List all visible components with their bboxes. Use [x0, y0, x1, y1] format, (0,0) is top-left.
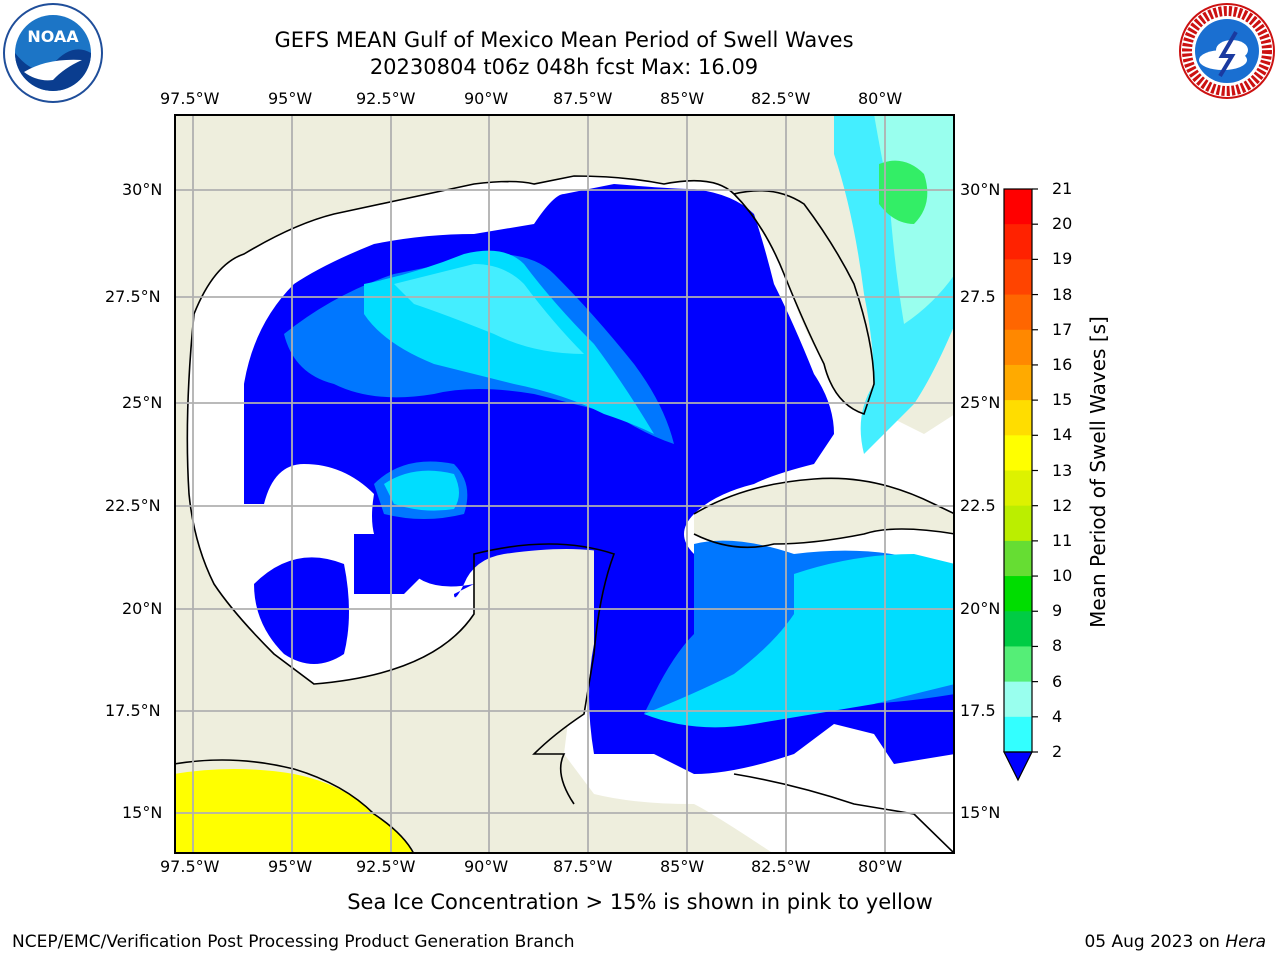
colorbar	[1003, 188, 1038, 782]
colorbar-tick-label: 16	[1052, 354, 1073, 374]
lat-label-left: 22.5°N	[105, 496, 161, 515]
colorbar-tick-label: 9	[1052, 601, 1063, 621]
colorbar-band	[1004, 294, 1032, 331]
colorbar-tick-label: 6	[1052, 671, 1063, 691]
colorbar-band	[1004, 400, 1032, 436]
colorbar-band	[1004, 611, 1032, 647]
lat-label-right: 15°N	[960, 803, 1001, 822]
colorbar-tick-label: 15	[1052, 390, 1073, 410]
noaa-logo: NOAA	[3, 3, 103, 103]
colorbar-band	[1004, 364, 1032, 401]
lat-label-right: 27.5	[960, 287, 996, 306]
footer-date: 05 Aug 2023 on Hera	[1084, 932, 1266, 952]
lon-label-top: 97.5°W	[160, 89, 220, 108]
colorbar-tick-label: 8	[1052, 636, 1063, 656]
colorbar-band	[1004, 681, 1032, 718]
colorbar-label: Mean Period of Swell Waves [s]	[1086, 316, 1110, 628]
colorbar-tick-label: 17	[1052, 319, 1073, 339]
lat-label-right: 20°N	[960, 599, 1001, 618]
lon-label-top: 90°W	[464, 89, 509, 108]
cuba-land	[694, 478, 955, 548]
colorbar-tick-label: 14	[1052, 425, 1073, 445]
lat-label-left: 17.5°N	[105, 701, 161, 720]
noaa-logo-text: NOAA	[27, 27, 79, 46]
swell-band-6-8-c	[644, 554, 955, 728]
footer-host: Hera	[1225, 932, 1266, 952]
colorbar-band	[1004, 329, 1032, 366]
lat-label-right: 25°N	[960, 393, 1001, 412]
colorbar-extend-arrow	[1003, 751, 1033, 782]
lon-label-bottom: 95°W	[268, 857, 313, 876]
map-frame	[174, 114, 955, 854]
colorbar-band	[1004, 224, 1032, 260]
lon-label-bottom: 97.5°W	[160, 857, 220, 876]
colorbar-tick-label: 10	[1052, 566, 1073, 586]
yucatan-land	[474, 544, 614, 754]
footer-note: Sea Ice Concentration > 15% is shown in …	[347, 890, 933, 914]
map-panel	[174, 114, 955, 854]
lon-label-bottom: 80°W	[858, 857, 903, 876]
swell-band-6-8-b	[384, 470, 459, 511]
lat-label-right: 22.5	[960, 496, 996, 515]
swell-band-2-4-west2	[354, 534, 424, 594]
lat-label-right: 30°N	[960, 180, 1001, 199]
lon-label-bottom: 92.5°W	[356, 857, 416, 876]
lon-label-top: 82.5°W	[751, 89, 811, 108]
lon-label-bottom: 90°W	[464, 857, 509, 876]
colorbar-tick-label: 12	[1052, 495, 1073, 515]
lon-label-bottom: 85°W	[660, 857, 705, 876]
lat-label-left: 30°N	[122, 180, 163, 199]
lat-label-left: 20°N	[122, 599, 163, 618]
colorbar-tick-label: 13	[1052, 460, 1073, 480]
map-subtitle: 20230804 t06z 048h fcst Max: 16.09	[369, 55, 759, 79]
atlantic-swell-10-11	[879, 160, 928, 224]
pacific-yellow-region	[174, 769, 414, 854]
colorbar-band	[1004, 646, 1032, 683]
colorbar-tick-label: 21	[1052, 179, 1073, 198]
lon-label-top: 85°W	[660, 89, 705, 108]
colorbar-tick-label: 2	[1052, 742, 1063, 761]
florida-land	[734, 190, 874, 414]
map-title: GEFS MEAN Gulf of Mexico Mean Period of …	[274, 28, 854, 52]
colorbar-tick-label: 20	[1052, 214, 1073, 234]
colorbar-band	[1004, 716, 1032, 753]
colorbar-band	[1004, 540, 1032, 577]
colorbar-tick-label: 19	[1052, 249, 1073, 269]
footer-date-text: 05 Aug 2023 on	[1084, 932, 1226, 952]
colorbar-band	[1004, 576, 1032, 612]
footer-credit: NCEP/EMC/Verification Post Processing Pr…	[12, 932, 575, 952]
nws-logo	[1179, 3, 1275, 99]
map-gridlines	[174, 114, 955, 854]
lat-label-left: 27.5°N	[105, 287, 161, 306]
colorbar-band	[1004, 505, 1032, 542]
colorbar-tick-label: 11	[1052, 530, 1073, 550]
lat-label-left: 15°N	[122, 803, 163, 822]
colorbar-band	[1004, 470, 1032, 507]
lon-label-top: 95°W	[268, 89, 313, 108]
lon-label-top: 87.5°W	[553, 89, 613, 108]
colorbar-band	[1004, 189, 1032, 225]
colorbar-band	[1004, 435, 1032, 471]
lon-label-bottom: 82.5°W	[751, 857, 811, 876]
colorbar-tick-label: 18	[1052, 284, 1073, 304]
swell-band-2-4-west	[254, 557, 349, 664]
lon-label-bottom: 87.5°W	[553, 857, 613, 876]
lat-label-right: 17.5	[960, 701, 996, 720]
lat-label-left: 25°N	[122, 393, 163, 412]
lon-label-top: 92.5°W	[356, 89, 416, 108]
colorbar-band	[1004, 259, 1032, 296]
lon-label-top: 80°W	[858, 89, 903, 108]
colorbar-tick-label: 4	[1052, 706, 1063, 726]
